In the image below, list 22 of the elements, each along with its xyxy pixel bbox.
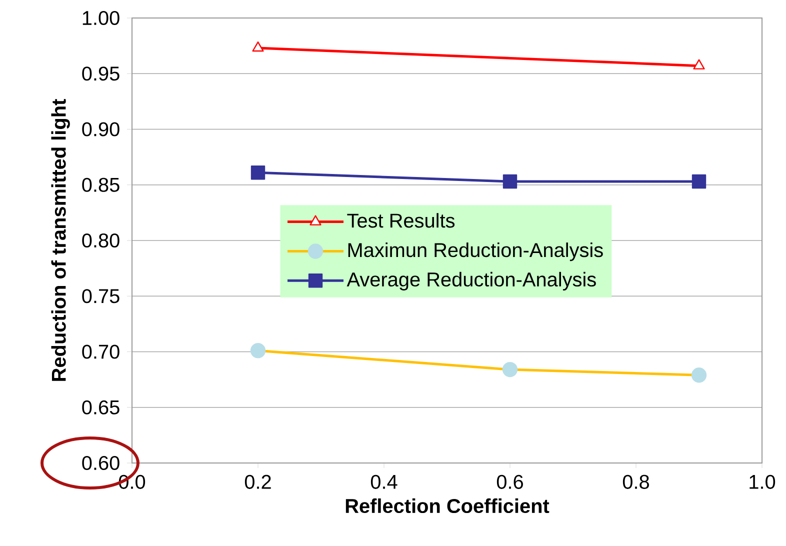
y-axis-title: Reduction of transmitted light (51, 99, 70, 381)
y-tick-label: 0.90 (82, 122, 120, 136)
x-tick-label: 1.0 (750, 474, 776, 489)
point (692, 174, 706, 189)
y-tick-label: 0.80 (82, 233, 120, 248)
point (502, 174, 518, 189)
y-tick-label: 0.60 (82, 456, 120, 470)
y-tick-label: 0.65 (82, 400, 120, 414)
x-tick-label: 0.8 (622, 474, 649, 489)
legend-label: Average Reduction-Analysis (346, 272, 596, 290)
x-axis-title: Reflection Coefficient (346, 498, 550, 514)
y-tick-label: 0.95 (82, 66, 120, 81)
point (250, 166, 266, 180)
y-tick-label: 0.85 (82, 178, 120, 192)
legend-label: Test Results (347, 213, 455, 228)
x-tick-label: 0.6 (496, 474, 523, 489)
x-tick-label: 0.2 (244, 474, 271, 489)
x-tick-label: 0.4 (370, 474, 398, 489)
y-tick-label: 0.70 (82, 344, 120, 359)
y-tick-label: 1.00 (82, 10, 120, 26)
legend-label: Maximun Reduction-Analysis (348, 242, 603, 262)
y-tick-label: 0.75 (82, 289, 120, 304)
